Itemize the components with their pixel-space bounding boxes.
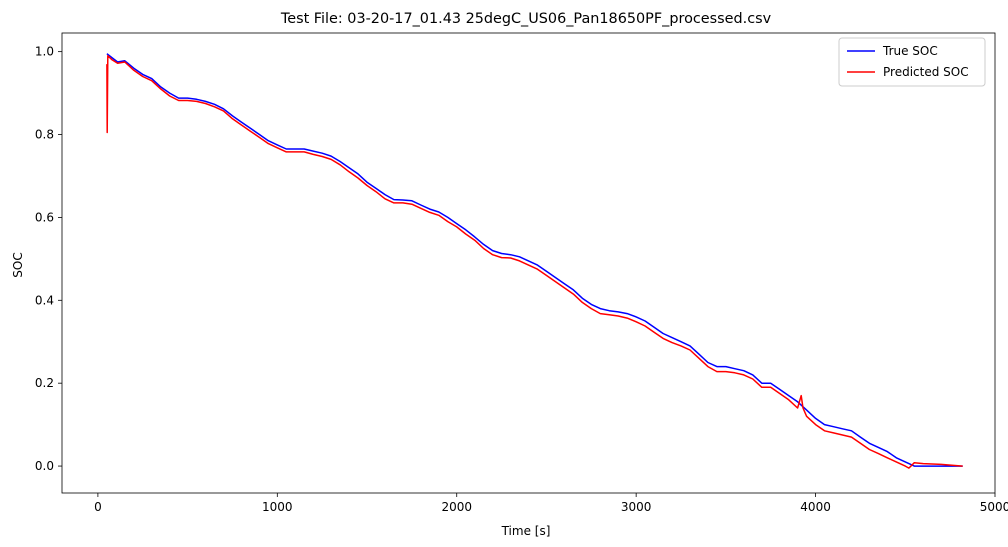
y-tick-label: 0.8 — [35, 128, 54, 142]
predicted-soc-line — [106, 55, 963, 469]
legend-label: True SOC — [882, 44, 938, 58]
y-axis-ticks: 0.0 0.2 0.4 0.6 0.8 1.0 — [35, 45, 62, 473]
true-soc-line — [106, 53, 963, 467]
legend: True SOC Predicted SOC — [838, 37, 986, 87]
x-tick-label: 5000 — [980, 500, 1008, 514]
series-layer — [106, 53, 963, 469]
plot-area — [61, 32, 996, 494]
x-axis-label: Time [s] — [501, 524, 551, 538]
x-tick-label: 4000 — [800, 500, 831, 514]
axes-background — [62, 33, 995, 493]
y-axis-label: SOC — [11, 252, 25, 277]
legend-label: Predicted SOC — [883, 65, 969, 79]
y-tick-label: 0.4 — [35, 293, 54, 307]
x-tick-label: 3000 — [621, 500, 652, 514]
y-tick-label: 0.0 — [35, 459, 54, 473]
chart-title: Test File: 03-20-17_01.43 25degC_US06_Pa… — [280, 11, 772, 27]
y-tick-label: 0.6 — [35, 210, 54, 224]
x-axis-ticks: 0 1000 2000 3000 4000 5000 — [94, 493, 1008, 514]
x-tick-label: 2000 — [441, 500, 472, 514]
y-tick-label: 0.2 — [35, 376, 54, 390]
y-tick-label: 1.0 — [35, 45, 54, 59]
x-tick-label: 0 — [94, 500, 102, 514]
legend-box — [838, 37, 986, 87]
x-tick-label: 1000 — [262, 500, 293, 514]
axes-frame — [61, 32, 996, 494]
